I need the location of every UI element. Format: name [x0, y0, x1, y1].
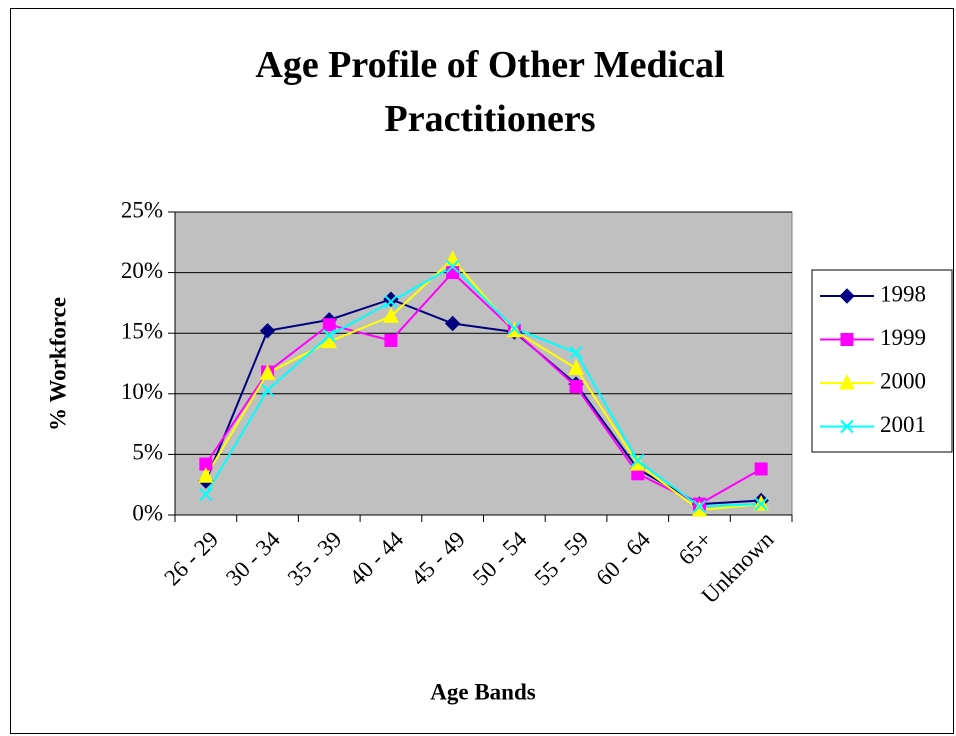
marker	[322, 328, 336, 343]
x-tick-label: 55 - 59	[530, 527, 594, 591]
marker	[445, 259, 460, 274]
marker	[840, 333, 854, 346]
marker	[840, 419, 854, 434]
marker	[259, 364, 276, 380]
legend-label: 1999	[880, 325, 926, 350]
x-tick-label: 50 - 54	[468, 526, 532, 590]
marker	[839, 373, 855, 390]
y-tick-label: 10%	[121, 379, 163, 404]
marker	[446, 266, 460, 280]
x-tick-label: 30 - 34	[221, 526, 285, 590]
marker	[383, 307, 399, 323]
marker	[692, 499, 707, 514]
chart-title: Age Profile of Other Medical Practitione…	[255, 44, 725, 140]
marker	[631, 453, 645, 468]
x-tick-label: 60 - 64	[591, 526, 655, 590]
marker	[568, 359, 584, 375]
series-line	[204, 265, 762, 508]
marker	[506, 321, 523, 338]
chart-frame	[10, 8, 954, 734]
legend-box	[811, 269, 953, 453]
y-tick-label: 25%	[121, 197, 163, 222]
marker	[322, 318, 336, 332]
marker	[754, 462, 768, 476]
y-tick-label: 15%	[121, 318, 163, 343]
series-line	[205, 271, 762, 506]
marker	[839, 288, 855, 304]
y-axis-label: % Workforce	[45, 297, 70, 431]
marker	[199, 487, 213, 502]
marker	[754, 497, 768, 511]
marker	[321, 332, 338, 349]
x-tick-label: 40 - 44	[344, 526, 408, 590]
marker	[260, 383, 275, 397]
marker	[569, 345, 583, 360]
x-axis-label: Age Bands	[430, 679, 535, 704]
plot-area	[174, 211, 793, 516]
x-tick-label: 45 - 49	[406, 527, 470, 591]
marker	[198, 467, 214, 483]
marker	[507, 321, 522, 336]
marker	[384, 333, 398, 347]
legend-label: 2000	[880, 368, 926, 393]
legend-label: 1998	[880, 281, 926, 306]
y-tick-label: 0%	[132, 500, 163, 525]
y-tick-label: 5%	[132, 440, 163, 465]
marker	[569, 380, 583, 394]
legend-label: 2001	[880, 412, 926, 437]
series-line	[204, 257, 762, 512]
x-tick-label: 26 - 29	[159, 527, 223, 591]
y-tick-label: 20%	[121, 258, 163, 283]
marker	[384, 294, 398, 309]
marker	[259, 323, 276, 339]
x-tick-label: 35 - 39	[283, 527, 347, 591]
marker	[444, 315, 461, 332]
x-tick-label: 65+	[674, 527, 717, 570]
